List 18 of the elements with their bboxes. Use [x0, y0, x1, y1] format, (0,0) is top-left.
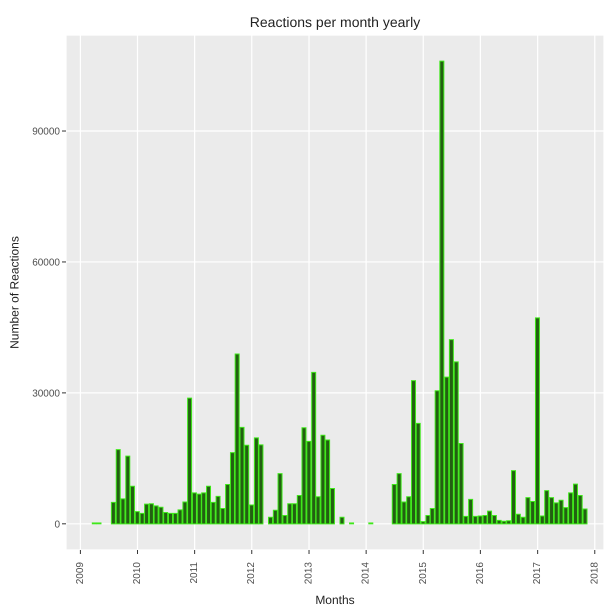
x-tick-label: 2014 [360, 562, 372, 584]
x-tick-label: 2015 [418, 562, 429, 584]
x-tick-label: 2012 [246, 562, 258, 584]
x-tick-label: 2009 [74, 562, 86, 584]
x-tick-label: 2018 [589, 562, 600, 584]
x-tick-label: 2010 [132, 562, 144, 584]
x-tick-label: 2013 [304, 562, 315, 584]
y-axis-title: Number of Reactions [7, 236, 22, 349]
x-tick-label: 2011 [189, 562, 200, 584]
y-tick-label: 60000 [32, 258, 60, 268]
x-axis-title: Months [315, 593, 355, 607]
x-tick-label: 2017 [532, 562, 544, 584]
bar [340, 516, 345, 524]
x-tick-label: 2016 [474, 562, 486, 584]
chart-title: Reactions per month yearly [248, 14, 422, 30]
y-tick-label: 30000 [32, 388, 60, 400]
y-tick-label: 90000 [32, 126, 60, 138]
y-tick-label: 0 [54, 519, 60, 530]
